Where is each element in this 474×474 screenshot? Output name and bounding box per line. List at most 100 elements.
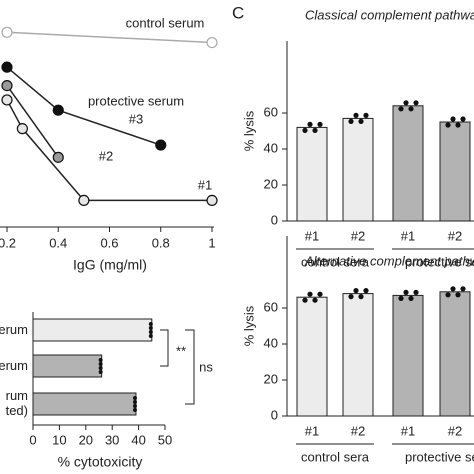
group-label: control sera xyxy=(301,254,370,269)
y-tick-label: 20 xyxy=(264,176,278,191)
chart-title: Alternative complement pathway xyxy=(304,253,474,268)
dot xyxy=(148,334,153,338)
bar xyxy=(342,117,374,222)
y-tick-label: erum xyxy=(0,321,28,337)
dot xyxy=(132,400,137,404)
dot xyxy=(307,291,313,297)
x-tick-label: 20 xyxy=(79,432,93,447)
series-label: #1 xyxy=(198,177,212,192)
point xyxy=(78,194,90,206)
dot xyxy=(445,122,451,128)
annotation: ns xyxy=(199,359,213,374)
chart-title: Classical complement pathway xyxy=(305,7,474,22)
x-tick-label: 40 xyxy=(131,432,145,447)
x-tick-label: 0.6 xyxy=(100,235,118,250)
dot xyxy=(312,127,318,133)
dot xyxy=(455,292,461,298)
bar xyxy=(392,105,424,222)
dot xyxy=(98,362,103,366)
bracket xyxy=(185,329,195,405)
x-tick-label: 0 xyxy=(29,432,36,447)
group-label: protective sera xyxy=(405,449,474,464)
dot xyxy=(403,100,409,106)
point xyxy=(1,79,13,92)
dot xyxy=(408,106,414,112)
dot xyxy=(317,291,323,297)
dot xyxy=(408,295,414,301)
dot xyxy=(348,118,354,124)
dot xyxy=(348,294,354,300)
dot xyxy=(353,112,359,118)
point xyxy=(155,139,167,151)
dot xyxy=(148,322,153,326)
bar xyxy=(296,296,328,417)
dot xyxy=(148,330,153,334)
point xyxy=(1,94,13,106)
x-tick-label: #1 xyxy=(305,228,319,243)
x-tick-label: #1 xyxy=(401,423,415,438)
x-tick-label: #2 xyxy=(351,423,365,438)
dot xyxy=(132,408,137,412)
dot xyxy=(363,112,369,118)
series-label: control serum xyxy=(126,15,205,30)
y-tick-label: 40 xyxy=(264,140,278,155)
dot xyxy=(302,127,308,133)
y-tick-label: 0 xyxy=(271,407,278,422)
y-tick-label: 60 xyxy=(264,104,278,119)
x-tick-label: 10 xyxy=(52,432,66,447)
dot xyxy=(148,326,153,330)
annotation: ** xyxy=(176,343,186,358)
dot xyxy=(317,121,323,127)
point xyxy=(1,26,13,38)
dot xyxy=(460,116,466,122)
dot xyxy=(98,358,103,362)
x-tick-label: #1 xyxy=(401,228,415,243)
bar xyxy=(296,126,328,222)
dot xyxy=(98,370,103,374)
series-line xyxy=(6,99,212,202)
dot xyxy=(413,100,419,106)
x-tick-label: 0.4 xyxy=(49,235,67,250)
point xyxy=(52,151,64,163)
x-tick-label: 1 xyxy=(208,235,215,250)
y-axis-label: % lysis xyxy=(241,305,256,346)
x-tick-label: 30 xyxy=(105,432,119,447)
bar xyxy=(32,392,137,416)
bar xyxy=(439,121,471,222)
dot xyxy=(312,297,318,303)
bar xyxy=(392,294,424,417)
dot xyxy=(132,396,137,400)
x-tick-label: #1 xyxy=(305,423,319,438)
x-tick-label: 0.8 xyxy=(152,235,170,250)
x-tick-label: #2 xyxy=(448,228,462,243)
group-label: control sera xyxy=(301,449,370,464)
point xyxy=(16,123,28,135)
series-label: #3 xyxy=(129,111,143,126)
x-tick-label: #2 xyxy=(351,228,365,243)
dot xyxy=(413,289,419,295)
dot xyxy=(302,297,308,303)
point xyxy=(206,194,218,206)
dot xyxy=(398,295,404,301)
x-tick-label: 50 xyxy=(158,432,172,447)
y-tick-label: rum ted) xyxy=(5,388,28,418)
x-tick-label: #2 xyxy=(448,423,462,438)
bracket xyxy=(160,329,169,367)
series-label: #2 xyxy=(99,148,113,163)
dot xyxy=(353,288,359,294)
bar xyxy=(32,318,153,342)
dot xyxy=(455,122,461,128)
series-line xyxy=(6,31,213,44)
x-axis-label: IgG (mg/ml) xyxy=(73,257,147,273)
bar xyxy=(32,354,103,378)
point xyxy=(206,36,218,49)
dot xyxy=(445,292,451,298)
dot xyxy=(460,286,466,292)
dot xyxy=(363,288,369,294)
point xyxy=(1,61,13,73)
y-axis-label: % lysis xyxy=(241,110,256,151)
dot xyxy=(403,289,409,295)
y-tick-label: erum xyxy=(0,357,28,373)
